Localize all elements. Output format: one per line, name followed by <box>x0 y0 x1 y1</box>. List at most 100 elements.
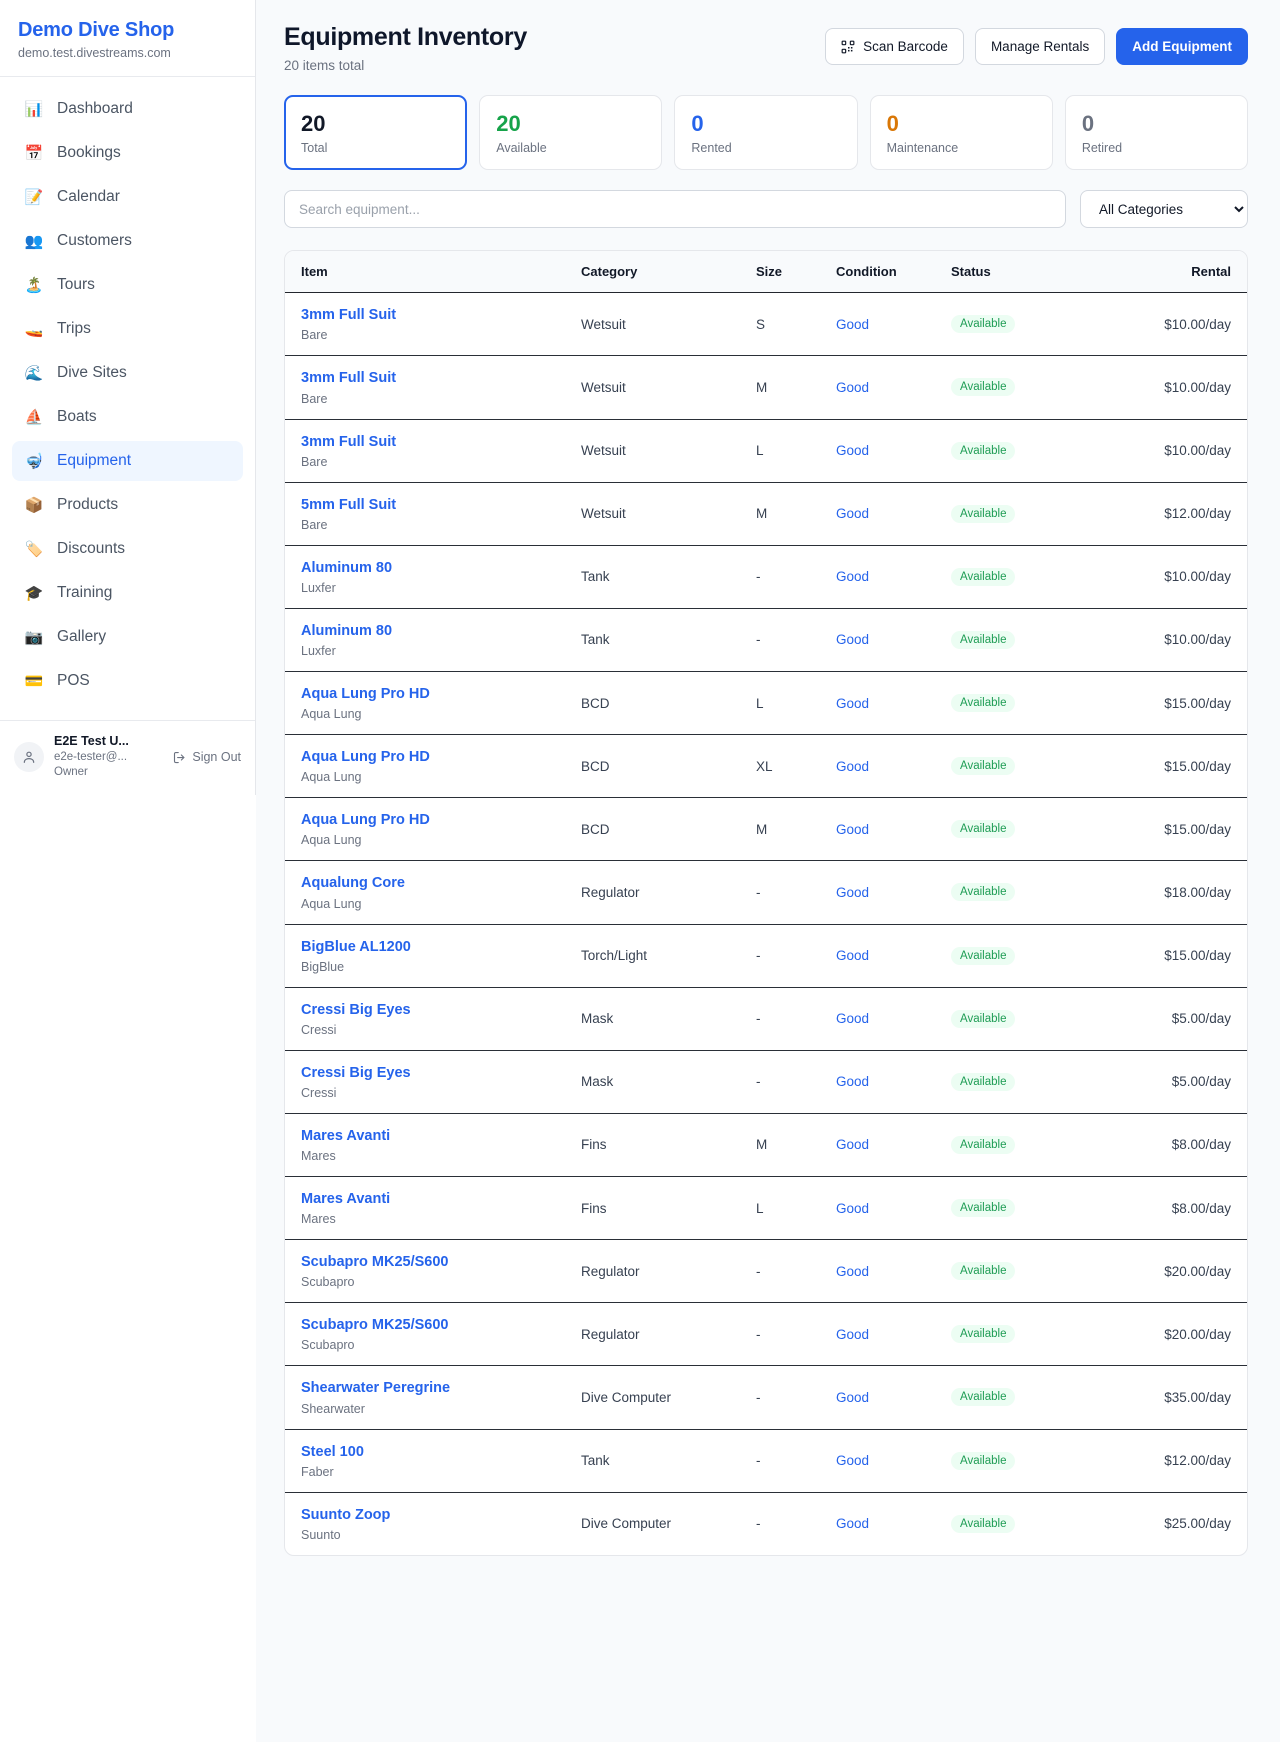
sidebar-item-dashboard[interactable]: 📊 Dashboard <box>12 89 243 129</box>
table-row[interactable]: BigBlue AL1200 BigBlue Torch/Light - Good Ava… <box>285 924 1247 988</box>
stat-card-total[interactable]: 20 Total <box>284 95 468 171</box>
sidebar-item-tours[interactable]: 🏝️ Tours <box>12 265 243 305</box>
sidebar-item-bookings[interactable]: 📅 Bookings <box>12 133 243 173</box>
table-row[interactable]: Aluminum 80 Luxfer Tank - Good Available $10.0… <box>285 608 1247 673</box>
table-row[interactable]: Steel 100 Faber Tank - Good Available $12.00/d… <box>285 1429 1247 1493</box>
stat-card-rented[interactable]: 0 Rented <box>674 95 858 171</box>
search-input[interactable] <box>284 190 1066 229</box>
item-name-link[interactable]: 5mm Full Suit <box>301 496 397 513</box>
sidebar-item-boats[interactable]: ⛵ Boats <box>12 397 243 437</box>
item-name-link[interactable]: 3mm Full Suit <box>301 370 397 387</box>
item-name-link[interactable]: Steel 100 <box>301 1443 364 1460</box>
condition-link[interactable]: Good <box>836 316 870 332</box>
item-name-link[interactable]: 3mm Full Suit <box>301 307 397 324</box>
stat-card-maintenance[interactable]: 0 Maintenance <box>869 95 1053 171</box>
item-name-link[interactable]: 3mm Full Suit <box>301 433 397 450</box>
cell-item: 5mm Full Suit Bare <box>285 482 565 546</box>
table-row[interactable]: 3mm Full Suit Bare Wetsuit S Good Available $1… <box>285 292 1247 357</box>
item-name-link[interactable]: BigBlue AL1200 <box>301 938 411 955</box>
item-name-link[interactable]: Shearwater Peregrine <box>301 1380 451 1397</box>
item-name-link[interactable]: Scubapro MK25/S600 <box>301 1317 449 1334</box>
stat-card-retired[interactable]: 0 Retired <box>1064 95 1249 171</box>
item-name-link[interactable]: Aqualung Core <box>301 875 405 892</box>
column-header-size[interactable]: Size <box>740 251 820 294</box>
condition-link[interactable]: Good <box>836 1200 870 1216</box>
sidebar-item-trips[interactable]: 🚤 Trips <box>12 309 243 349</box>
table-row[interactable]: Mares Avanti Mares Fins L Good Available $8.00… <box>285 1176 1247 1241</box>
condition-link[interactable]: Good <box>836 1263 870 1279</box>
manage-rentals-button[interactable]: Manage Rentals <box>974 28 1106 65</box>
condition-link[interactable]: Good <box>836 758 870 774</box>
table-row[interactable]: 3mm Full Suit Bare Wetsuit L Good Available $1… <box>285 419 1247 483</box>
item-name-link[interactable]: Mares Avanti <box>301 1191 391 1208</box>
sidebar-item-label: Discounts <box>57 540 126 557</box>
item-name-link[interactable]: Cressi Big Eyes <box>301 1064 411 1081</box>
column-header-category[interactable]: Category <box>565 251 740 294</box>
sidebar-item-equipment[interactable]: 🤿 Equipment <box>12 441 243 481</box>
table-row[interactable]: Scubapro MK25/S600 Scubapro Regulator - Good… <box>285 1302 1247 1367</box>
condition-link[interactable]: Good <box>836 1326 870 1342</box>
condition-link[interactable]: Good <box>836 443 870 459</box>
condition-link[interactable]: Good <box>836 1453 870 1469</box>
condition-link[interactable]: Good <box>836 1011 870 1027</box>
table-row[interactable]: Scubapro MK25/S600 Scubapro Regulator - Good… <box>285 1239 1247 1304</box>
condition-link[interactable]: Good <box>836 632 870 648</box>
column-header-condition[interactable]: Condition <box>820 251 935 294</box>
status-badge: Available <box>951 315 1016 334</box>
table-row[interactable]: Aqua Lung Pro HD Aqua Lung BCD L Good Availab… <box>285 671 1247 736</box>
condition-link[interactable]: Good <box>836 569 870 585</box>
cell-rental: $10.00/day <box>1080 355 1247 420</box>
package-icon: 📦 <box>24 496 44 514</box>
add-equipment-button[interactable]: Add Equipment <box>1116 28 1248 65</box>
condition-link[interactable]: Good <box>836 821 870 837</box>
condition-link[interactable]: Good <box>836 695 870 711</box>
sidebar-item-dive-sites[interactable]: 🌊 Dive Sites <box>12 353 243 393</box>
column-header-item[interactable]: Item <box>285 251 565 294</box>
sidebar-item-calendar[interactable]: 📝 Calendar <box>12 177 243 217</box>
category-select[interactable]: All Categories <box>1080 190 1248 229</box>
condition-link[interactable]: Good <box>836 884 870 900</box>
table-row[interactable]: Mares Avanti Mares Fins M Good Available $8.00… <box>285 1113 1247 1178</box>
table-row[interactable]: Aluminum 80 Luxfer Tank - Good Available $10.0… <box>285 545 1247 609</box>
item-name-link[interactable]: Aqua Lung Pro HD <box>301 812 430 829</box>
table-row[interactable]: Aqua Lung Pro HD Aqua Lung BCD M Good Availab… <box>285 797 1247 862</box>
cell-status: Available <box>935 1239 1080 1304</box>
sidebar-item-customers[interactable]: 👥 Customers <box>12 221 243 261</box>
brand-block[interactable]: Demo Dive Shop demo.test.divestreams.com <box>0 0 255 77</box>
item-name-link[interactable]: Scubapro MK25/S600 <box>301 1254 449 1271</box>
condition-link[interactable]: Good <box>836 506 870 522</box>
condition-link[interactable]: Good <box>836 948 870 964</box>
item-name-link[interactable]: Cressi Big Eyes <box>301 1001 411 1018</box>
sidebar-item-training[interactable]: 🎓 Training <box>12 573 243 613</box>
item-name-link[interactable]: Suunto Zoop <box>301 1506 391 1523</box>
sign-out-button[interactable]: Sign Out <box>172 750 241 765</box>
item-name-link[interactable]: Aqua Lung Pro HD <box>301 686 430 703</box>
item-name-link[interactable]: Mares Avanti <box>301 1127 391 1144</box>
condition-link[interactable]: Good <box>836 1074 870 1090</box>
condition-link[interactable]: Good <box>836 1137 870 1153</box>
table-row[interactable]: Aqua Lung Pro HD Aqua Lung BCD XL Good Availa… <box>285 734 1247 799</box>
table-row[interactable]: Suunto Zoop Suunto Dive Computer - Good Avail… <box>285 1492 1247 1555</box>
stat-card-available[interactable]: 20 Available <box>479 95 663 171</box>
wave-icon: 🌊 <box>24 364 44 382</box>
table-row[interactable]: 3mm Full Suit Bare Wetsuit M Good Available $1… <box>285 355 1247 420</box>
item-name-link[interactable]: Aluminum 80 <box>301 559 393 576</box>
sidebar-item-gallery[interactable]: 📷 Gallery <box>12 617 243 657</box>
table-row[interactable]: Shearwater Peregrine Shearwater Dive Compu… <box>285 1365 1247 1430</box>
sidebar-item-products[interactable]: 📦 Products <box>12 485 243 525</box>
condition-link[interactable]: Good <box>836 1516 870 1532</box>
item-name-link[interactable]: Aqua Lung Pro HD <box>301 749 430 766</box>
table-row[interactable]: Cressi Big Eyes Cressi Mask - Good Available $… <box>285 1050 1247 1114</box>
table-row[interactable]: 5mm Full Suit Bare Wetsuit M Good Available $1… <box>285 482 1247 546</box>
scan-barcode-button[interactable]: Scan Barcode <box>825 28 964 65</box>
column-header-rental[interactable]: Rental <box>1080 251 1247 294</box>
condition-link[interactable]: Good <box>836 379 870 395</box>
cell-size: - <box>740 924 820 988</box>
table-row[interactable]: Aqualung Core Aqua Lung Regulator - Good Avai… <box>285 860 1247 925</box>
condition-link[interactable]: Good <box>836 1389 870 1405</box>
sidebar-item-pos[interactable]: 💳 POS <box>12 661 243 701</box>
table-row[interactable]: Cressi Big Eyes Cressi Mask - Good Available $… <box>285 987 1247 1051</box>
column-header-status[interactable]: Status <box>935 251 1080 294</box>
sidebar-item-discounts[interactable]: 🏷️ Discounts <box>12 529 243 569</box>
item-name-link[interactable]: Aluminum 80 <box>301 622 393 639</box>
